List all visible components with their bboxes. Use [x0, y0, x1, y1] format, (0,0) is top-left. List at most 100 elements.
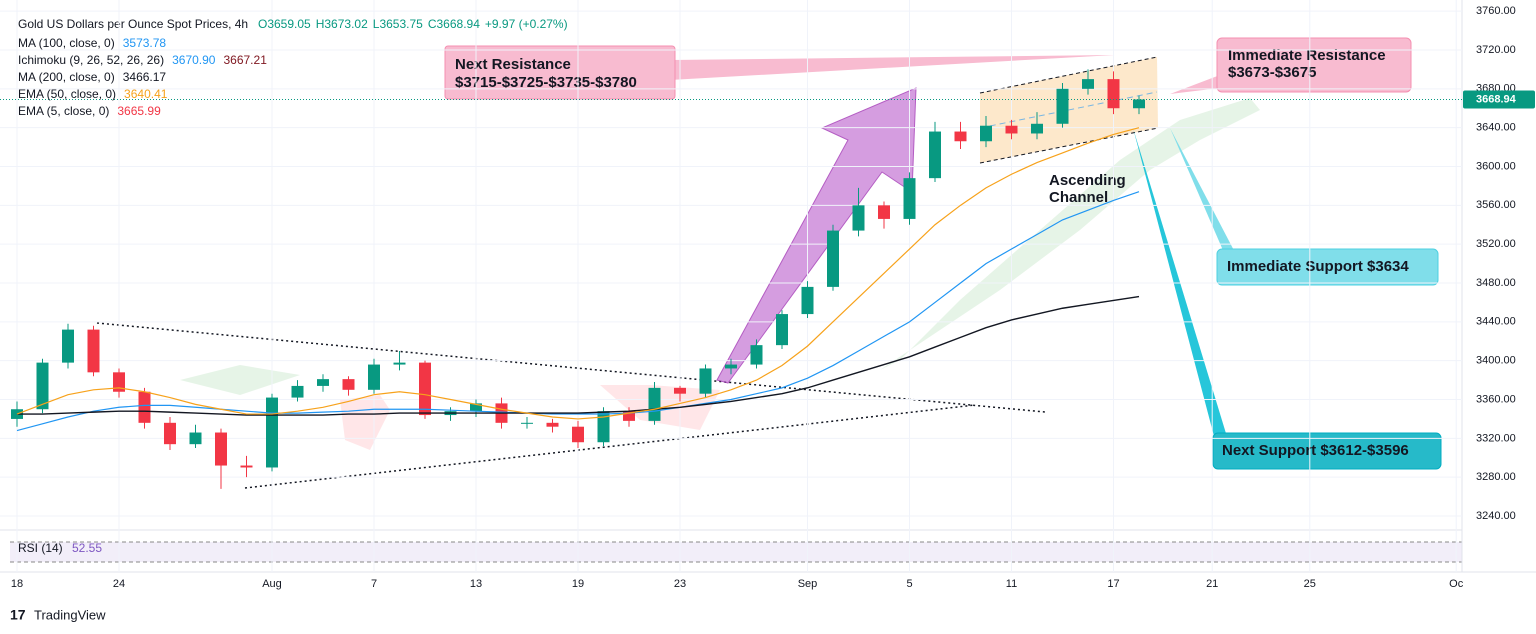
- annotation-box: [444, 45, 676, 100]
- x-tick-label: 11: [1006, 578, 1017, 590]
- candle-body: [317, 379, 329, 386]
- candle-body: [521, 422, 533, 424]
- last-price-badge: [1463, 90, 1535, 109]
- candle-body: [929, 131, 941, 179]
- candle-body: [980, 125, 992, 142]
- candle-body: [776, 314, 788, 346]
- legend-name: MA (100, close, 0): [18, 36, 115, 50]
- annotation: Next Resistance: [455, 56, 571, 73]
- trendline: [96, 322, 1046, 413]
- chart-title: Gold US Dollars per Ounce Spot Prices, 4…: [18, 17, 248, 31]
- annotation: Immediate Support $3634: [1227, 258, 1409, 275]
- y-tick-label: 3360.00: [1476, 393, 1516, 405]
- ohlc-value: L3653.75: [373, 17, 423, 31]
- candle-body: [725, 364, 737, 369]
- candle-body: [266, 397, 278, 468]
- x-tick-label: 5: [906, 578, 912, 590]
- x-tick-label: 13: [470, 578, 482, 590]
- ohlc: O3659.05 H3673.02 L3653.75 C3668.94 +9.97 (+…: [258, 17, 568, 31]
- y-tick-label: 3640.00: [1476, 122, 1516, 134]
- candle-body: [240, 465, 253, 468]
- legend-name: MA (200, close, 0): [18, 70, 115, 84]
- channel-top: [979, 56, 1158, 94]
- ichimoku-cloud: [340, 395, 390, 450]
- legend-value: 3640.41: [124, 87, 168, 101]
- legend-name: Ichimoku (9, 26, 52, 26, 26): [18, 53, 164, 67]
- x-tick-label: 18: [11, 578, 23, 590]
- legend-value: 3573.78: [123, 36, 167, 50]
- candle-body: [138, 391, 151, 423]
- pointer: [1133, 128, 1228, 440]
- candle-body: [189, 432, 202, 445]
- candle-body: [1031, 123, 1043, 134]
- candle-body: [62, 329, 74, 363]
- x-tick-label: 7: [371, 578, 377, 590]
- candle-body: [597, 411, 610, 443]
- candle-body: [470, 403, 482, 412]
- ohlc-value: H3673.02: [316, 17, 368, 31]
- indicator-line: [16, 191, 1140, 432]
- y-tick-label: 3520.00: [1476, 238, 1516, 250]
- ohlc-value: +9.97 (+0.27%): [485, 17, 568, 31]
- candle-body: [572, 426, 584, 443]
- rsi-value: 52.55: [72, 541, 102, 555]
- x-tick-label: 21: [1206, 578, 1218, 590]
- y-tick-label: 3760.00: [1476, 5, 1516, 17]
- ohlc-value: O3659.05: [258, 17, 311, 31]
- x-tick-label: 17: [1107, 578, 1119, 590]
- annotation: Channel: [1049, 189, 1108, 206]
- annotation: $3715-$3725-$3735-$3780: [455, 74, 637, 91]
- candle-body: [1133, 99, 1145, 109]
- legend-entry: MA (200, close, 0) 3466.17: [18, 70, 166, 84]
- candle-body: [1107, 79, 1120, 109]
- x-tick-label: Oc: [1449, 578, 1464, 590]
- ichimoku-cloud: [180, 365, 300, 395]
- channel-bottom: [979, 127, 1159, 164]
- annotation-box: [1216, 37, 1412, 93]
- pointer: [670, 55, 1115, 80]
- brand-logo: 17: [10, 607, 26, 623]
- candle-body: [164, 422, 176, 445]
- candle-body: [903, 178, 916, 219]
- candle-body: [1082, 79, 1094, 89]
- candle-body: [1005, 125, 1018, 134]
- y-tick-label: 3560.00: [1476, 199, 1516, 211]
- candle-body: [878, 205, 890, 219]
- legend-entry: EMA (5, close, 0) 3665.99: [18, 104, 161, 118]
- candle-body: [674, 387, 686, 394]
- candle-body: [342, 379, 355, 390]
- candle-body: [801, 286, 814, 315]
- annotation: Next Support $3612-$3596: [1222, 442, 1409, 459]
- legend-name: EMA (50, close, 0): [18, 87, 116, 101]
- candle-body: [623, 411, 635, 421]
- annotation: $3673-$3675: [1228, 64, 1316, 81]
- x-tick-label: Aug: [262, 578, 282, 590]
- legend-entry: MA (100, close, 0) 3573.78: [18, 36, 166, 50]
- x-tick-label: 19: [572, 578, 584, 590]
- x-tick-label: Sep: [798, 578, 818, 590]
- y-tick-label: 3480.00: [1476, 277, 1516, 289]
- pointer: [1170, 128, 1240, 262]
- y-tick-label: 3600.00: [1476, 160, 1516, 172]
- trend-arrow: [716, 87, 917, 384]
- candle-body: [750, 345, 763, 365]
- annotation: Ascending: [1049, 172, 1126, 189]
- legend-entry: Ichimoku (9, 26, 52, 26, 26) 3670.90 3667.…: [18, 53, 267, 67]
- legend-entry: EMA (50, close, 0) 3640.41: [18, 87, 168, 101]
- candle-body: [368, 364, 380, 390]
- candle-body: [419, 362, 431, 416]
- y-tick-label: 3280.00: [1476, 471, 1516, 483]
- legend-value: 3466.17: [123, 70, 167, 84]
- candle-body: [215, 432, 227, 466]
- y-tick-label: 3320.00: [1476, 432, 1516, 444]
- y-tick-label: 3720.00: [1476, 44, 1516, 56]
- indicator-line: [17, 295, 1140, 416]
- rsi-band: [10, 542, 1462, 562]
- candle-body: [1056, 88, 1069, 124]
- brand: TradingView: [34, 607, 106, 622]
- x-tick-label: 23: [674, 578, 686, 590]
- annotation-box: [1212, 432, 1442, 470]
- candle-body: [852, 205, 865, 231]
- candle-body: [546, 422, 559, 427]
- candle-body: [87, 329, 100, 373]
